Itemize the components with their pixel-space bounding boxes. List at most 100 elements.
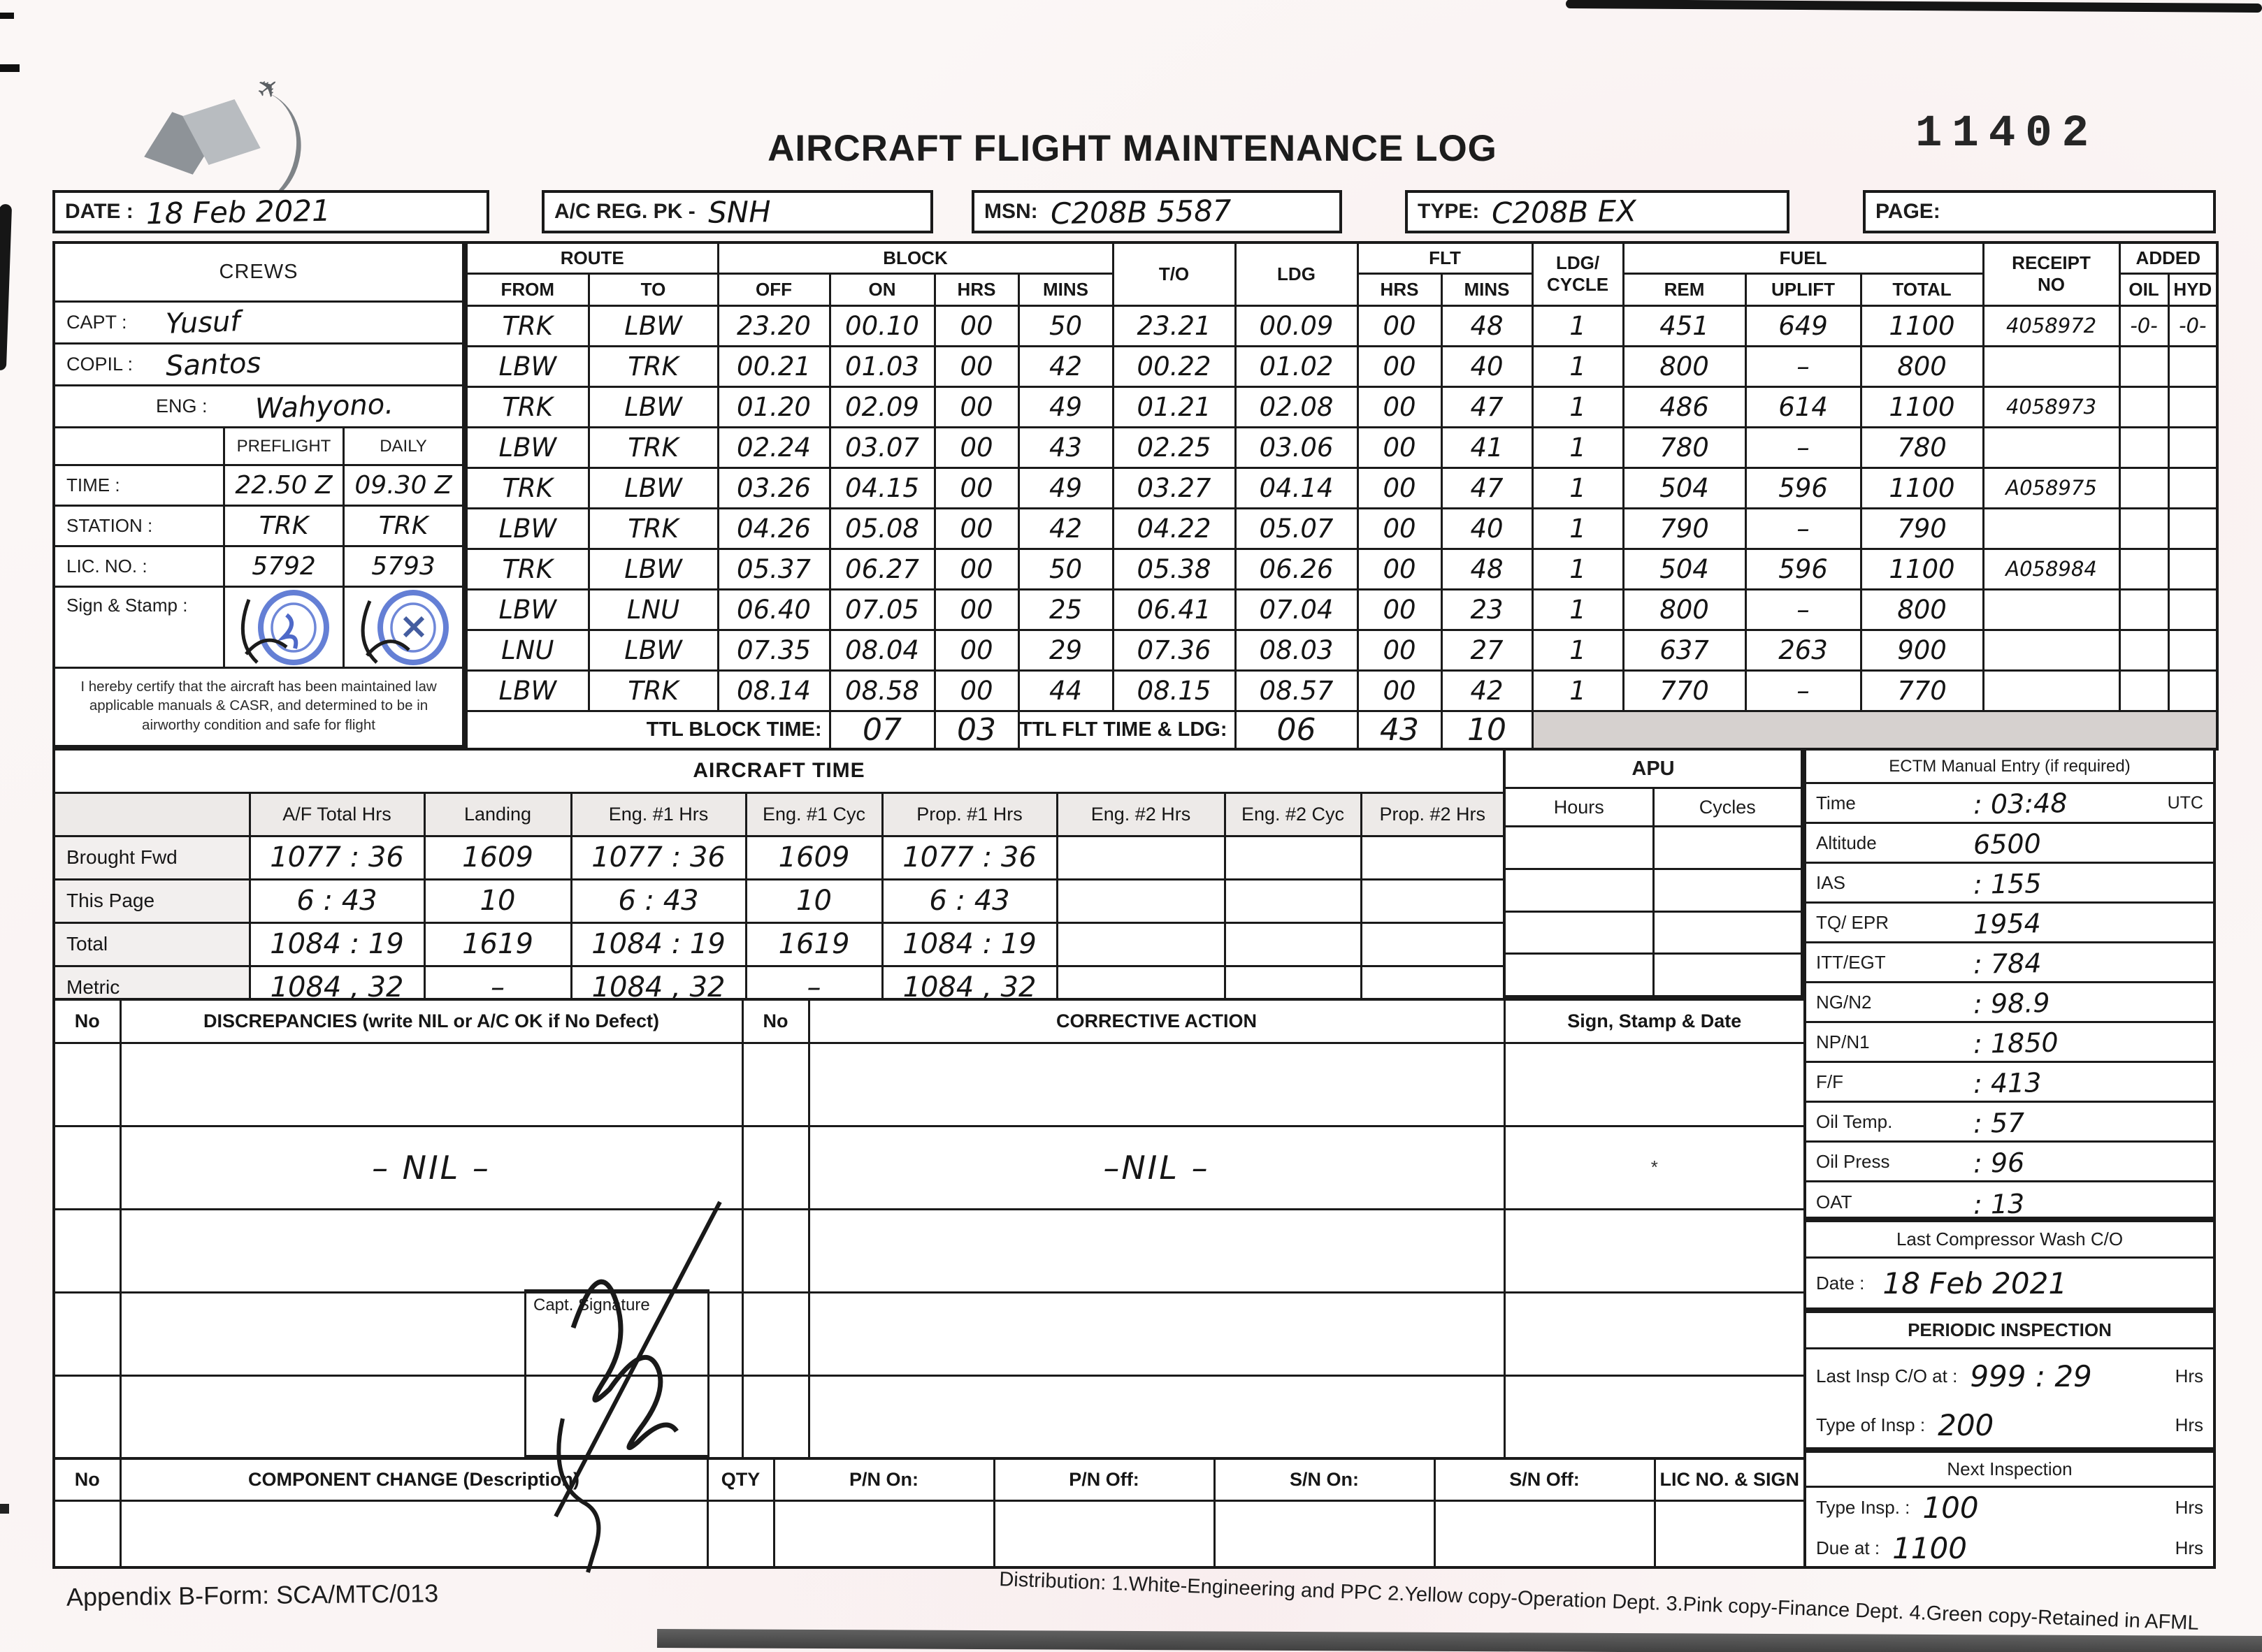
comp-pn-off-header: P/N Off: <box>993 1457 1216 1502</box>
cell-flt-hrs: 00 <box>1356 345 1443 388</box>
cell-fuel-total: 1100 <box>1859 385 1984 428</box>
cell-off: 05.37 <box>716 547 831 590</box>
cell-from: LBW <box>465 345 590 388</box>
prop1-hrs: 1077 : 36 <box>881 834 1058 881</box>
flight-row: LBW TRK 00.21 01.03 00 42 00.22 01.02 00… <box>465 345 2219 388</box>
certification-text: I hereby certify that the aircraft has b… <box>80 679 437 733</box>
cell-landing-time: 02.08 <box>1234 385 1359 428</box>
station-daily: TRK <box>343 507 462 545</box>
ectm-label: IAS <box>1816 871 1845 893</box>
lic-no-row: LIC. NO. : 5792 5793 <box>55 547 462 588</box>
ectm-label: Oil Press <box>1816 1150 1890 1172</box>
cell-block-mins: 42 <box>1017 345 1114 388</box>
af-total-hrs: 1077 : 36 <box>248 834 426 881</box>
cell-to: LBW <box>587 466 719 509</box>
cell-flt-mins: 48 <box>1440 547 1534 590</box>
capt-signature-box: Capt. Signature <box>524 1289 709 1457</box>
aircraft-time-table: AIRCRAFT TIME A/F Total Hrs Landing Eng.… <box>52 748 1506 1010</box>
msn-box: MSN: C208B 5587 <box>972 190 1342 233</box>
cell-fuel-total: 770 <box>1859 669 1984 712</box>
flight-row: TRK LBW 05.37 06.27 00 50 05.38 06.26 00… <box>465 547 2219 590</box>
prop2-hrs <box>1360 921 1506 967</box>
acreg-label: A/C REG. PK - <box>554 200 696 223</box>
cell-receipt-no <box>1982 628 2121 672</box>
cell-on: 06.27 <box>828 547 936 590</box>
cell-flt-hrs: 00 <box>1356 426 1443 469</box>
ectm-label: NP/N1 <box>1816 1031 1870 1052</box>
copil-row: COPIL : Santos <box>55 345 462 386</box>
cell-on: 05.08 <box>828 507 936 550</box>
disc-row <box>52 1041 1806 1127</box>
cell-block-mins: 44 <box>1017 669 1114 712</box>
component-change-table: No COMPONENT CHANGE (Description) QTY P/… <box>52 1457 1806 1569</box>
lic-daily: 5793 <box>343 547 462 586</box>
cell-block-hrs: 00 <box>933 385 1020 428</box>
prop2-hrs-header: Prop. #2 Hrs <box>1360 791 1506 837</box>
ttl-flt-label: TTL FLT TIME & LDG: <box>1017 709 1237 751</box>
component-change-row <box>52 1499 1806 1569</box>
ectm-label: NG/N2 <box>1816 991 1872 1013</box>
disc-row <box>52 1291 1806 1377</box>
time-row: TIME : 22.50 Z 09.30 Z <box>55 466 462 507</box>
cell-fuel-uplift: 263 <box>1744 628 1862 672</box>
compressor-wash-box: Last Compressor Wash C/O Date : 18 Feb 2… <box>1803 1219 2216 1310</box>
ectm-value: 1954 <box>1973 908 2042 940</box>
flt-header: FLT <box>1356 241 1534 275</box>
cell-on: 07.05 <box>828 588 936 631</box>
cell-receipt-no <box>1982 588 2121 631</box>
cell-landing-time: 00.09 <box>1234 304 1359 347</box>
due-at-value: 1100 <box>1892 1531 1967 1565</box>
cell-on: 08.04 <box>828 628 936 672</box>
cell-fuel-rem: 780 <box>1622 426 1747 469</box>
cell-to: LBW <box>587 304 719 347</box>
cell-landing-time: 03.06 <box>1234 426 1359 469</box>
ectm-label: Time <box>1816 792 1856 813</box>
flight-row: TRK LBW 03.26 04.15 00 49 03.27 04.14 00… <box>465 466 2219 509</box>
apu-cycles-header: Cycles <box>1652 789 1801 825</box>
prop1-hrs: 6 : 43 <box>881 878 1058 924</box>
ttl-flt-hrs: 06 <box>1234 709 1359 751</box>
cell-flt-mins: 27 <box>1440 628 1534 672</box>
prop1-hrs-header: Prop. #1 Hrs <box>881 791 1058 837</box>
date-box: DATE : 18 Feb 2021 <box>52 190 489 233</box>
landing: 1619 <box>423 921 572 967</box>
cell-from: TRK <box>465 547 590 590</box>
cell-block-mins: 29 <box>1017 628 1114 672</box>
prop2-hrs <box>1360 834 1506 881</box>
cell-takeoff-time: 02.25 <box>1111 426 1237 469</box>
cell-block-hrs: 00 <box>933 547 1020 590</box>
cell-fuel-rem: 486 <box>1622 385 1747 428</box>
eng-name: Wahyono. <box>254 388 394 425</box>
route-header: ROUTE <box>465 241 719 275</box>
ldg-cycle-header: LDG/CYCLE <box>1531 241 1625 307</box>
ectm-label: ITT/EGT <box>1816 951 1886 973</box>
cell-block-mins: 50 <box>1017 304 1114 347</box>
next-type-row: Type Insp. : 100 Hrs <box>1806 1488 2213 1528</box>
scan-artifact <box>0 13 14 19</box>
scan-artifact <box>0 1504 9 1514</box>
cell-cycle: 1 <box>1531 507 1625 550</box>
ectm-value: 6500 <box>1973 828 2042 860</box>
cell-flt-hrs: 00 <box>1356 588 1443 631</box>
cell-block-hrs: 00 <box>933 628 1020 672</box>
cell-cycle: 1 <box>1531 345 1625 388</box>
cell-cycle: 1 <box>1531 547 1625 590</box>
cell-cycle: 1 <box>1531 385 1625 428</box>
discrepancies-table: No DISCREPANCIES (write NIL or A/C OK if… <box>52 998 1806 1460</box>
comp-sn-on-header: S/N On: <box>1213 1457 1436 1502</box>
cell-fuel-total: 800 <box>1859 345 1984 388</box>
type-of-insp-row: Type of Insp : 200 Hrs <box>1806 1403 2213 1447</box>
eng1-hrs: 6 : 43 <box>570 878 747 924</box>
msn-value: C208B 5587 <box>1050 193 1232 231</box>
last-insp-row: Last Insp C/O at : 999 : 29 Hrs <box>1806 1349 2213 1403</box>
af-total-hrs: 1084 : 19 <box>248 921 426 967</box>
comp-qty-header: QTY <box>706 1457 775 1502</box>
discrepancies-header: DISCREPANCIES (write NIL or A/C OK if No… <box>119 998 744 1044</box>
capt-row: CAPT : Yusuf <box>55 303 462 345</box>
cell-from: LBW <box>465 588 590 631</box>
cell-oil <box>2118 669 2170 712</box>
cell-hyd <box>2167 385 2219 428</box>
cell-on: 01.03 <box>828 345 936 388</box>
cell-landing-time: 04.14 <box>1234 466 1359 509</box>
apu-box: APU Hours Cycles <box>1503 748 1803 998</box>
